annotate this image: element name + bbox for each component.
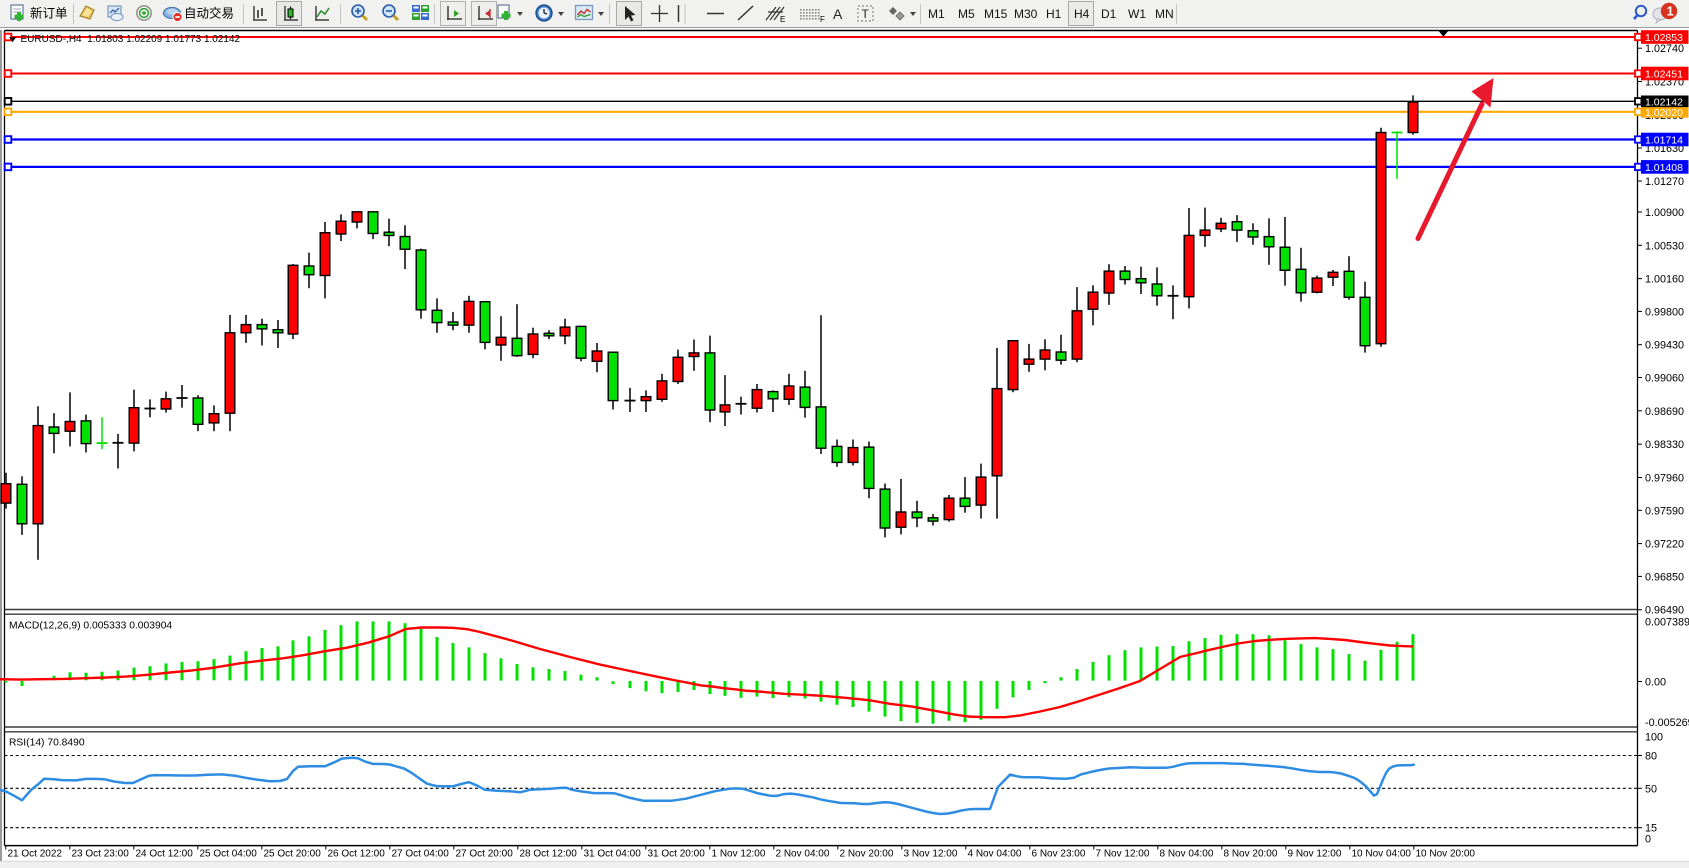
svg-text:1.00530: 1.00530 <box>1645 240 1684 252</box>
svg-text:26 Oct 12:00: 26 Oct 12:00 <box>328 849 386 860</box>
svg-text:15: 15 <box>1645 823 1657 835</box>
svg-text:8 Nov 20:00: 8 Nov 20:00 <box>1224 849 1278 860</box>
svg-text:9 Nov 12:00: 9 Nov 12:00 <box>1288 849 1342 860</box>
svg-text:80: 80 <box>1645 751 1657 763</box>
svg-text:RSI(14) 70.8490: RSI(14) 70.8490 <box>9 738 85 749</box>
svg-text:25 Oct 04:00: 25 Oct 04:00 <box>200 849 258 860</box>
svg-text:27 Oct 04:00: 27 Oct 04:00 <box>392 849 450 860</box>
svg-text:MN: MN <box>1155 7 1174 21</box>
svg-text:0.97590: 0.97590 <box>1645 505 1684 517</box>
svg-text:10 Nov 20:00: 10 Nov 20:00 <box>1416 849 1476 860</box>
svg-text:0.00: 0.00 <box>1645 677 1666 689</box>
svg-text:1.00160: 1.00160 <box>1645 274 1684 286</box>
svg-text:自动交易: 自动交易 <box>184 6 234 21</box>
svg-text:3 Nov 12:00: 3 Nov 12:00 <box>904 849 958 860</box>
svg-text:1.02020: 1.02020 <box>1645 107 1683 119</box>
svg-text:M30: M30 <box>1014 7 1038 21</box>
svg-text:0.97960: 0.97960 <box>1645 473 1684 485</box>
svg-text:1.02451: 1.02451 <box>1645 69 1683 81</box>
svg-text:1.01270: 1.01270 <box>1645 176 1684 188</box>
svg-text:M15: M15 <box>984 7 1008 21</box>
svg-text:T: T <box>862 7 870 21</box>
svg-text:E: E <box>780 15 785 24</box>
svg-text:2 Nov 20:00: 2 Nov 20:00 <box>840 849 894 860</box>
svg-text:MACD(12,26,9) 0.005333 0.00390: MACD(12,26,9) 0.005333 0.003904 <box>9 621 172 632</box>
svg-text:4 Nov 04:00: 4 Nov 04:00 <box>968 849 1022 860</box>
svg-text:23 Oct 23:00: 23 Oct 23:00 <box>72 849 130 860</box>
svg-text:0.99800: 0.99800 <box>1645 306 1684 318</box>
svg-text:7 Nov 12:00: 7 Nov 12:00 <box>1096 849 1150 860</box>
svg-text:25 Oct 20:00: 25 Oct 20:00 <box>264 849 322 860</box>
svg-text:1.02853: 1.02853 <box>1645 32 1683 44</box>
svg-text:W1: W1 <box>1128 7 1146 21</box>
svg-text:1 Nov 12:00: 1 Nov 12:00 <box>712 849 766 860</box>
svg-text:0: 0 <box>1645 834 1651 846</box>
svg-text:0.99430: 0.99430 <box>1645 340 1684 352</box>
svg-text:50: 50 <box>1645 783 1657 795</box>
svg-text:1.00900: 1.00900 <box>1645 207 1684 219</box>
svg-text:-0.005269: -0.005269 <box>1645 717 1689 729</box>
svg-text:31 Oct 04:00: 31 Oct 04:00 <box>584 849 642 860</box>
svg-text:10 Nov 04:00: 10 Nov 04:00 <box>1352 849 1412 860</box>
svg-text:0.99060: 0.99060 <box>1645 373 1684 385</box>
svg-text:27 Oct 20:00: 27 Oct 20:00 <box>456 849 514 860</box>
svg-text:1.01714: 1.01714 <box>1645 135 1683 147</box>
svg-text:1.01408: 1.01408 <box>1645 162 1683 174</box>
svg-text:0.007389: 0.007389 <box>1645 616 1689 628</box>
svg-text:F: F <box>820 15 825 24</box>
svg-text:21 Oct 2022: 21 Oct 2022 <box>8 849 63 860</box>
svg-text:2 Nov 04:00: 2 Nov 04:00 <box>776 849 830 860</box>
svg-text:D1: D1 <box>1101 7 1117 21</box>
svg-text:EURUSD-,H4 1.01803 1.02209 1.: EURUSD-,H4 1.01803 1.02209 1.01773 1.021… <box>21 34 241 45</box>
svg-text:1.02142: 1.02142 <box>1645 96 1683 108</box>
svg-text:1: 1 <box>1667 4 1674 19</box>
svg-text:新订单: 新订单 <box>30 6 68 21</box>
svg-text:0.98690: 0.98690 <box>1645 406 1684 418</box>
svg-text:0.98330: 0.98330 <box>1645 439 1684 451</box>
svg-text:6 Nov 23:00: 6 Nov 23:00 <box>1032 849 1086 860</box>
svg-text:H1: H1 <box>1046 7 1062 21</box>
svg-text:28 Oct 12:00: 28 Oct 12:00 <box>520 849 578 860</box>
svg-text:8 Nov 04:00: 8 Nov 04:00 <box>1160 849 1214 860</box>
svg-text:0.96490: 0.96490 <box>1645 605 1684 617</box>
svg-text:31 Oct 20:00: 31 Oct 20:00 <box>648 849 706 860</box>
svg-text:0.97220: 0.97220 <box>1645 539 1684 551</box>
svg-text:H4: H4 <box>1074 7 1090 21</box>
svg-text:0.96850: 0.96850 <box>1645 571 1684 583</box>
svg-text:1.02740: 1.02740 <box>1645 43 1684 55</box>
svg-text:M1: M1 <box>928 7 945 21</box>
svg-text:A: A <box>833 6 843 22</box>
svg-text:M5: M5 <box>958 7 975 21</box>
svg-text:100: 100 <box>1645 732 1663 744</box>
svg-text:24 Oct 12:00: 24 Oct 12:00 <box>136 849 194 860</box>
